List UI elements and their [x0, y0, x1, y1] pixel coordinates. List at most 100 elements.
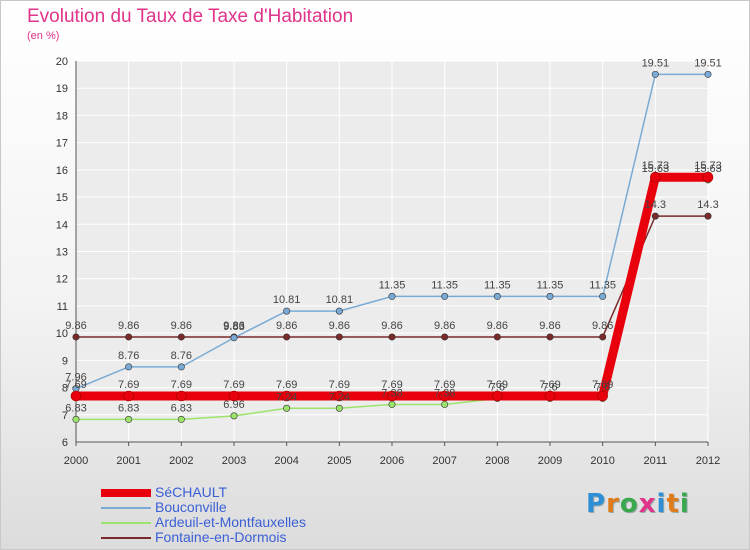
data-label: 7.38 [381, 387, 402, 399]
data-label: 6.83 [65, 402, 86, 414]
data-label: 7.24 [276, 391, 297, 403]
legend-swatch-fontaine [101, 537, 151, 539]
logo-letter: o [619, 489, 639, 519]
data-point [546, 333, 554, 341]
data-label: 15.73 [642, 160, 670, 172]
data-point [177, 333, 185, 341]
data-label: 8.76 [118, 350, 139, 362]
y-tick-label: 12 [56, 274, 68, 286]
y-tick-label: 16 [56, 165, 68, 177]
data-label: 7.6 [542, 381, 557, 393]
data-point [335, 307, 343, 315]
data-point [493, 292, 501, 300]
y-tick-label: 6 [62, 437, 68, 449]
data-label: 9.86 [487, 320, 508, 332]
data-point [599, 333, 607, 341]
data-label: 19.51 [642, 57, 670, 69]
legend-item-sechault: SéCHAULT [101, 485, 421, 500]
data-label: 11.35 [379, 279, 406, 291]
data-label: 19.51 [694, 57, 722, 69]
x-tick-label: 2009 [538, 455, 562, 467]
data-point [441, 400, 449, 408]
data-point [72, 415, 80, 423]
data-label: 7.38 [434, 387, 455, 399]
data-label: 14.3 [697, 199, 718, 211]
data-label: 9.86 [434, 320, 455, 332]
data-point [335, 333, 343, 341]
data-point [702, 171, 714, 183]
data-label: 7.69 [65, 379, 86, 391]
data-point [72, 333, 80, 341]
logo-letter: t [666, 489, 680, 519]
legend-swatch-bouconville [101, 507, 151, 509]
x-tick-label: 2004 [274, 455, 298, 467]
data-point [281, 390, 292, 402]
logo-letter: i [679, 489, 690, 519]
data-point [704, 70, 712, 78]
y-tick-label: 18 [56, 110, 68, 122]
data-label: 9.86 [592, 320, 613, 332]
logo-letter: P [586, 489, 607, 519]
data-label: 6.96 [223, 399, 244, 411]
data-point [230, 412, 238, 420]
data-label: 15.63 [642, 163, 670, 175]
data-point [334, 390, 345, 402]
legend-label-sechault: SéCHAULT [155, 484, 228, 500]
data-label: 6.83 [118, 402, 139, 414]
data-point [388, 333, 396, 341]
data-label: 7.6 [490, 381, 505, 393]
data-point [599, 292, 607, 300]
legend-swatch-sechault [101, 489, 151, 497]
x-tick-label: 2000 [64, 455, 88, 467]
x-tick-label: 2012 [696, 455, 720, 467]
data-point [177, 363, 185, 371]
data-label: 10.81 [326, 294, 354, 306]
data-point [283, 307, 291, 315]
data-point [335, 404, 343, 412]
data-label: 9.86 [329, 320, 350, 332]
data-point [493, 333, 501, 341]
x-tick-label: 2006 [380, 455, 404, 467]
data-label: 7.69 [592, 379, 613, 391]
data-point [125, 363, 133, 371]
data-point [597, 390, 608, 402]
data-label: 11.35 [589, 279, 616, 291]
data-point [544, 390, 556, 402]
data-label: 7.69 [487, 379, 508, 391]
data-label: 7.69 [223, 379, 244, 391]
data-label: 9.86 [223, 320, 244, 332]
legend-label-fontaine: Fontaine-en-Dormois [155, 529, 287, 545]
data-label: 15.63 [694, 163, 722, 175]
data-label: 11.35 [431, 279, 458, 291]
data-point [228, 390, 240, 402]
data-label: 7.24 [329, 391, 350, 403]
x-tick-label: 2011 [644, 455, 668, 467]
logo-letter: x [638, 489, 657, 519]
x-tick-label: 2008 [485, 455, 509, 467]
data-label: 8.76 [171, 350, 192, 362]
data-label: 9.86 [65, 320, 86, 332]
legend-item-ardeuil: Ardeuil-et-Montfauxelles [101, 515, 421, 530]
data-label: 9.86 [171, 320, 192, 332]
y-tick-label: 20 [56, 56, 68, 68]
legend-item-fontaine: Fontaine-en-Dormois [101, 530, 421, 545]
y-tick-label: 17 [56, 138, 68, 150]
data-label: 9.86 [276, 320, 297, 332]
x-tick-label: 2001 [116, 455, 140, 467]
data-label: 11.35 [537, 279, 564, 291]
data-point [125, 333, 133, 341]
y-tick-label: 14 [56, 219, 68, 231]
data-point [441, 333, 449, 341]
y-tick-label: 19 [56, 83, 68, 95]
data-label: 9.86 [381, 320, 402, 332]
data-label: 7.69 [434, 379, 455, 391]
y-tick-label: 8 [62, 383, 68, 395]
data-point [546, 292, 554, 300]
data-point [388, 400, 396, 408]
legend-label-ardeuil: Ardeuil-et-Montfauxelles [155, 514, 306, 530]
x-tick-label: 2005 [327, 455, 351, 467]
data-point [125, 415, 133, 423]
data-label: 7.69 [381, 379, 402, 391]
